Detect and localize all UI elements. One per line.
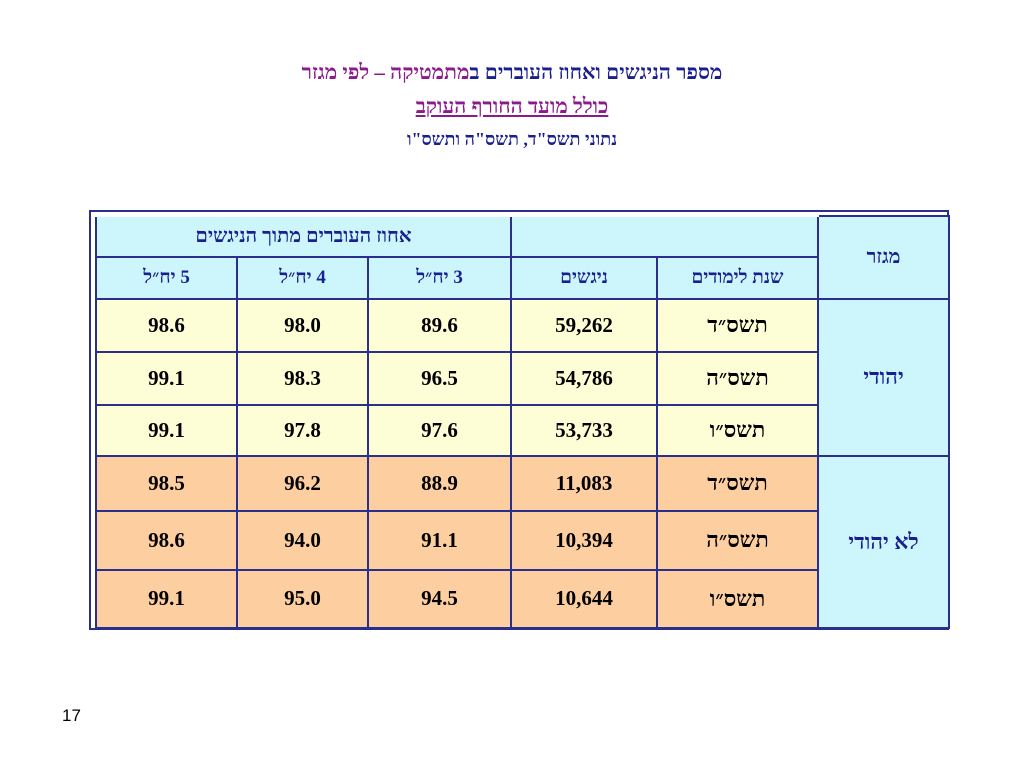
cell-units-3: 96.5 [421,365,458,390]
cell-year: תשס״ד [656,297,820,353]
header-units-4: 4 יח״ל [236,255,370,300]
header-row: שנת לימודים ניגשים 3 יח״ל 4 יח״ל 5 יח״ל [94,255,949,300]
table-row: לא יהודי תשס״ד 11,083 88.9 96.2 98.5 [94,454,951,629]
cell-units-4: 98.0 [284,312,321,337]
header-blank [510,214,820,258]
source-note: נתוני תשס"ד, תשס"ה ותשס"ו [406,129,618,149]
header-school-year: שנת לימודים [656,255,820,300]
title-part-2: מתמטיקה – לפי מגזר [301,60,470,84]
table-row: תשס״ו 10,644 94.5 95.0 99.1 [94,568,949,629]
cell-units-5: 98.6 [148,527,185,552]
cell-units-3: 88.9 [421,470,458,495]
header-pass-percentage: אחוז העוברים מתוך הניגשים [94,214,513,258]
slide-subtitle: כולל מועד החורף העוקב [415,94,609,118]
cell-units-5: 99.1 [148,365,185,390]
cell-units-5: 99.1 [148,586,185,610]
header-examinees: ניגשים [510,255,659,300]
table-row: יהודי תשס״ד 59,262 89.6 98.0 98.6 [94,297,951,457]
cell-year: תשס״ה [656,509,820,571]
cell-units-4: 94.0 [284,527,321,552]
table-row: תשס״ה 54,786 96.5 98.3 99.1 [94,350,949,406]
results-table: מגזר אחוז העוברים מתוך הניגשים שנת לימוד… [94,214,951,629]
cell-examinees: 10,394 [555,527,613,552]
cell-units-4: 95.0 [284,586,321,610]
cell-year: תשס״ה [656,350,820,406]
table-row: תשס״ו 53,733 97.6 97.8 99.1 [94,403,949,457]
header-sector: מגזר [817,214,951,300]
cell-examinees: 59,262 [555,312,613,337]
table-row: תשס״ה 10,394 91.1 94.0 98.6 [94,509,949,571]
cell-examinees: 11,083 [555,470,613,495]
cell-examinees: 10,644 [555,586,613,610]
cell-units-3: 94.5 [421,586,458,610]
header-units-5: 5 יח״ל [94,255,239,300]
page-number: 17 [62,706,81,725]
cell-examinees: 53,733 [555,417,613,442]
title-part-1: מספר הניגשים ואחוז העוברים ב [469,60,723,84]
sector-jewish: יהודי [817,297,951,457]
header-units-3: 3 יח״ל [367,255,513,300]
cell-examinees: 54,786 [555,365,613,390]
cell-year: תשס״ו [656,403,820,457]
cell-units-4: 98.3 [284,365,321,390]
cell-units-5: 98.6 [148,312,185,337]
header-row-top: מגזר אחוז העוברים מתוך הניגשים [94,214,951,300]
sector-non-jewish: לא יהודי [817,454,951,629]
cell-year: תשס״ו [656,568,820,629]
cell-units-3: 89.6 [421,312,458,337]
cell-units-4: 97.8 [284,417,321,442]
cell-units-3: 97.6 [421,417,458,442]
cell-units-5: 98.5 [148,470,185,495]
slide-title-block: מספר הניגשים ואחוז העוברים במתמטיקה – לפ… [0,56,1024,154]
cell-year: תשס״ד [656,454,820,512]
cell-units-3: 91.1 [421,527,458,552]
slide-title: מספר הניגשים ואחוז העוברים במתמטיקה – לפ… [0,56,1024,88]
cell-units-4: 96.2 [284,470,321,495]
cell-units-5: 99.1 [148,417,185,442]
